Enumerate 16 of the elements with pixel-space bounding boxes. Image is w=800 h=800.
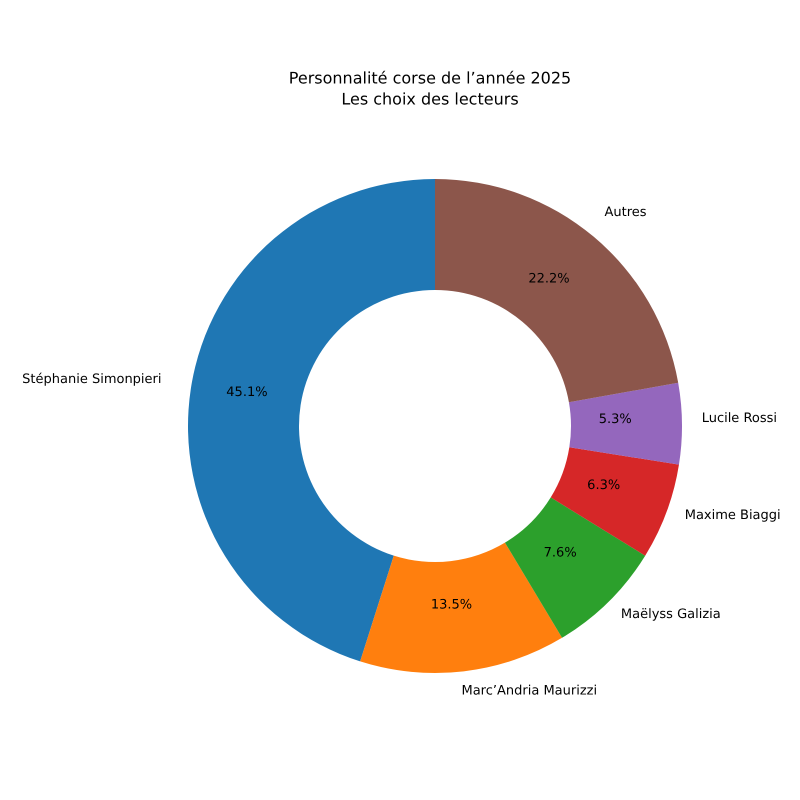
data-label: 22.2%: [528, 272, 570, 287]
data-label: 5.3%: [598, 412, 632, 427]
data-label: 7.6%: [544, 545, 577, 560]
data-label: 13.5%: [430, 598, 472, 612]
donut-slice: [568, 382, 682, 465]
data-label: 45.1%: [226, 385, 268, 400]
chart-title: Personnalité corse de l’année 2025: [288, 68, 572, 88]
slice-label: Maëlyss Galizia: [620, 606, 721, 622]
chart-subtitle: Les choix des lecteurs: [341, 90, 519, 108]
slice-label: Stéphanie Simonpieri: [22, 372, 162, 387]
slice-label: Maxime Biaggi: [684, 508, 781, 523]
slice-label: Lucile Rossi: [702, 410, 778, 426]
donut-slice: [435, 179, 678, 402]
data-label: 6.3%: [587, 478, 620, 493]
slice-label: Marc’Andria Maurizzi: [462, 683, 598, 698]
slice-label: Autres: [604, 205, 647, 220]
